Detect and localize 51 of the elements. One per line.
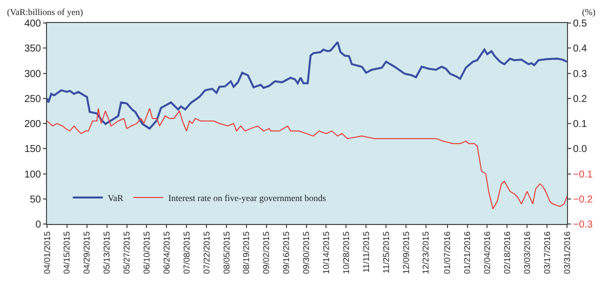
y2-tick-label: −0.1 [573, 169, 594, 180]
x-tick-label: 01/21/2016 [462, 231, 472, 274]
x-tick-label: 03/17/2016 [542, 231, 552, 274]
y-tick-label: 100 [24, 169, 42, 180]
x-tick-label: 01/07/2016 [442, 231, 452, 274]
x-tick-label: 08/05/2015 [221, 231, 232, 274]
line-series [47, 108, 567, 210]
y-tick-label: 350 [24, 44, 42, 55]
y2-tick-label: 0.3 [573, 68, 588, 80]
y2-tick-label: −0.2 [573, 194, 594, 206]
y2-tick-label: 0.0 [573, 144, 588, 156]
y2-tick-label: −0.3 [573, 220, 594, 230]
x-tick-label: 04/29/2015 [82, 231, 92, 274]
line-series [47, 41, 567, 130]
y2-tick-label: 0.4 [573, 44, 588, 55]
y-tick-label: 400 [24, 18, 42, 30]
x-tick-label: 11/25/2015 [380, 231, 391, 274]
x-tick-label: 11/11/2015 [360, 231, 371, 273]
x-tick-label: 06/10/2015 [141, 231, 152, 274]
x-tick-label: 05/13/2015 [102, 231, 112, 274]
x-tick-label: 09/02/2015 [261, 231, 272, 274]
y-tick-label: 0 [35, 220, 42, 230]
x-tick-label: 08/19/2015 [241, 231, 252, 274]
y-tick-label: 250 [24, 94, 42, 105]
y-tick-label: 200 [24, 119, 42, 130]
x-tick-label: 05/27/2015 [122, 231, 132, 274]
x-tick-label: 03/03/2016 [522, 231, 532, 274]
legend-label: Interest rate on five-year government bonds [168, 192, 326, 203]
y-tick-label: 300 [24, 68, 42, 80]
x-tick-label: 07/22/2015 [201, 231, 212, 274]
x-tick-label: 06/24/2015 [161, 231, 172, 274]
y2-tick-label: 0.2 [573, 94, 588, 105]
x-tick-label: 04/01/2015 [42, 231, 52, 274]
x-tick-label: 12/09/2015 [400, 231, 411, 274]
x-tick-label: 10/28/2015 [340, 231, 351, 274]
x-tick-label: 09/16/2015 [281, 231, 292, 274]
legend-label: VaR [108, 192, 124, 203]
x-tick-label: 02/18/2016 [502, 231, 512, 274]
x-tick-label: 10/14/2015 [320, 231, 331, 274]
y-tick-label: 150 [24, 144, 42, 156]
y-tick-label: 50 [30, 194, 42, 206]
x-tick-label: 04/15/2015 [62, 231, 72, 274]
y2-tick-label: 0.5 [573, 18, 588, 30]
x-tick-label: 02/04/2016 [482, 231, 492, 274]
y2-axis-title: (%) [582, 7, 596, 17]
x-tick-label: 07/08/2015 [181, 231, 192, 274]
y2-tick-label: 0.1 [573, 119, 588, 130]
x-tick-label: 09/30/2015 [301, 231, 312, 274]
y-axis-title: (VaR:billions of yen) [7, 7, 83, 17]
x-tick-label: 03/31/2016 [562, 231, 572, 274]
x-tick-label: 12/23/2015 [420, 231, 431, 274]
